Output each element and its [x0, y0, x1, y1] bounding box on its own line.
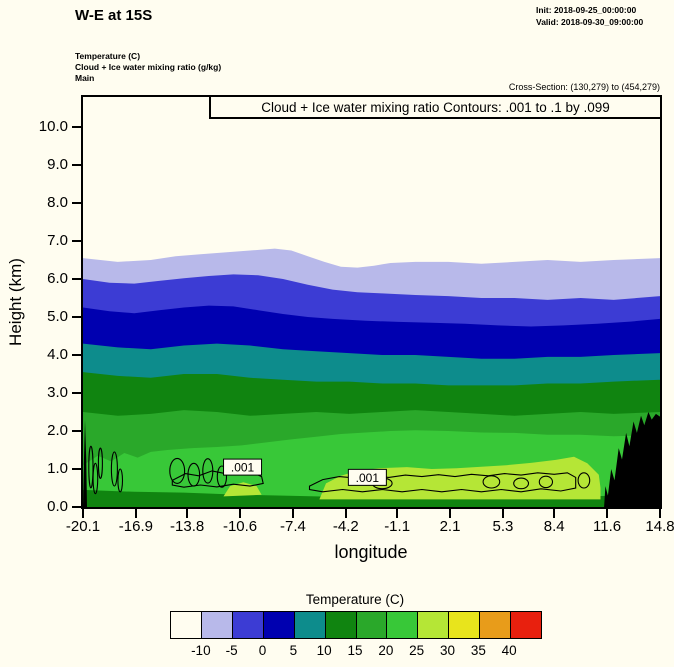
- y-tick-label: 4.0: [47, 346, 68, 363]
- field-cloud-ice: Cloud + Ice water mixing ratio (g/kg): [75, 62, 222, 73]
- colorbar-cell: [449, 612, 481, 638]
- colorbar-tick-label: 35: [470, 643, 486, 658]
- colorbar: [170, 611, 542, 639]
- x-tick-label: 8.4: [543, 518, 565, 535]
- colorbar-cell: [171, 612, 202, 638]
- colorbar-title: Temperature (C): [305, 592, 405, 607]
- colorbar-tick-label: 30: [439, 643, 456, 658]
- field-domain: Main: [75, 73, 95, 84]
- y-tick-label: 3.0: [47, 384, 68, 401]
- y-tick-mark: [72, 506, 81, 508]
- x-tick-label: -4.2: [332, 518, 359, 535]
- valid-timestamp: Valid: 2018-09-30_09:00:00: [536, 16, 644, 27]
- x-tick-mark: [239, 509, 242, 518]
- x-tick-label: 5.3: [492, 518, 514, 535]
- y-tick-mark: [72, 202, 81, 204]
- y-tick-mark: [72, 468, 81, 470]
- y-tick-mark: [72, 126, 81, 128]
- colorbar-tick-label: 15: [347, 643, 363, 658]
- colorbar-tick-label: 5: [289, 643, 298, 658]
- x-tick-mark: [291, 509, 294, 518]
- colorbar-tick-label: 25: [409, 643, 425, 658]
- x-tick-mark: [659, 509, 661, 518]
- contour-value-label: .001: [223, 458, 263, 476]
- x-tick-label: -13.8: [170, 518, 205, 535]
- colorbar-cell: [263, 612, 295, 638]
- figure-title: W-E at 15S: [75, 7, 153, 24]
- colorbar-tick-label: -10: [191, 643, 211, 658]
- x-tick-label: -20.1: [65, 518, 101, 535]
- y-tick-label: 2.0: [47, 422, 68, 439]
- x-tick-mark: [396, 509, 399, 518]
- colorbar-tick-label: 10: [316, 643, 332, 658]
- y-tick-mark: [72, 392, 81, 394]
- y-axis-title: Height (km): [6, 258, 25, 346]
- y-tick-mark: [72, 240, 81, 242]
- y-tick-label: 6.0: [47, 270, 68, 287]
- colorbar-cell: [201, 612, 233, 638]
- x-tick-label: -16.9: [118, 518, 153, 535]
- field-temperature: Temperature (C): [75, 51, 141, 61]
- colorbar-cell: [511, 612, 542, 638]
- y-tick-mark: [72, 430, 81, 432]
- colorbar-cell: [325, 612, 357, 638]
- x-tick-mark: [449, 509, 452, 518]
- svg-text:.001: .001: [356, 471, 380, 485]
- colorbar-cell: [232, 612, 264, 638]
- x-tick-mark: [134, 509, 137, 518]
- contour-info-box: Cloud + Ice water mixing ratio Contours:…: [209, 95, 662, 119]
- y-tick-label: 9.0: [47, 156, 68, 173]
- colorbar-cell: [294, 612, 326, 638]
- cross-section-label: Cross-Section: (130,279) to (454,279): [508, 82, 660, 92]
- plot-area: .001 .001 Cloud + Ice water mixing ratio …: [81, 95, 662, 509]
- x-tick-mark: [82, 509, 84, 518]
- y-tick-label: 8.0: [47, 194, 68, 211]
- y-tick-mark: [72, 316, 81, 318]
- y-tick-mark: [72, 354, 81, 356]
- x-tick-mark: [553, 509, 556, 518]
- x-tick-label: -10.6: [222, 518, 258, 535]
- init-timestamp: Init: 2018-09-25_00:00:00: [536, 5, 637, 15]
- colorbar-tick-label: 0: [258, 643, 267, 658]
- y-tick-label: 10.0: [38, 118, 68, 135]
- x-tick-mark: [501, 509, 504, 518]
- colorbar-cell: [418, 612, 450, 638]
- x-tick-label: 11.6: [593, 518, 622, 535]
- x-tick-mark: [606, 509, 609, 518]
- x-tick-label: 14.8: [645, 518, 674, 535]
- y-tick-label: 7.0: [47, 232, 68, 249]
- x-tick-label: -1.1: [384, 518, 411, 535]
- colorbar-tick-label: 20: [378, 643, 394, 658]
- svg-text:.001: .001: [231, 461, 255, 475]
- field-list: Temperature (C) Cloud + Ice water mixing…: [75, 51, 221, 84]
- y-tick-mark: [72, 278, 81, 280]
- y-tick-label: 5.0: [47, 308, 68, 325]
- cross-section-plot: .001 .001: [83, 97, 660, 507]
- colorbar-cell: [480, 612, 512, 638]
- x-tick-mark: [186, 509, 189, 518]
- timestamp-block: Init: 2018-09-25_00:00:00 Valid: 2018-09…: [536, 5, 643, 29]
- contour-value-label: .001: [347, 468, 387, 486]
- y-tick-label: 0.0: [47, 498, 68, 515]
- colorbar-tick-label: -5: [225, 643, 238, 658]
- x-tick-mark: [344, 509, 347, 518]
- x-tick-label: -7.4: [280, 518, 306, 535]
- colorbar-tick-label: 40: [501, 643, 517, 658]
- x-tick-label: 2.1: [439, 518, 461, 535]
- y-tick-label: 1.0: [47, 460, 68, 477]
- x-axis-title: longitude: [334, 542, 408, 562]
- y-tick-mark: [72, 164, 81, 166]
- colorbar-cell: [356, 612, 388, 638]
- colorbar-cell: [387, 612, 419, 638]
